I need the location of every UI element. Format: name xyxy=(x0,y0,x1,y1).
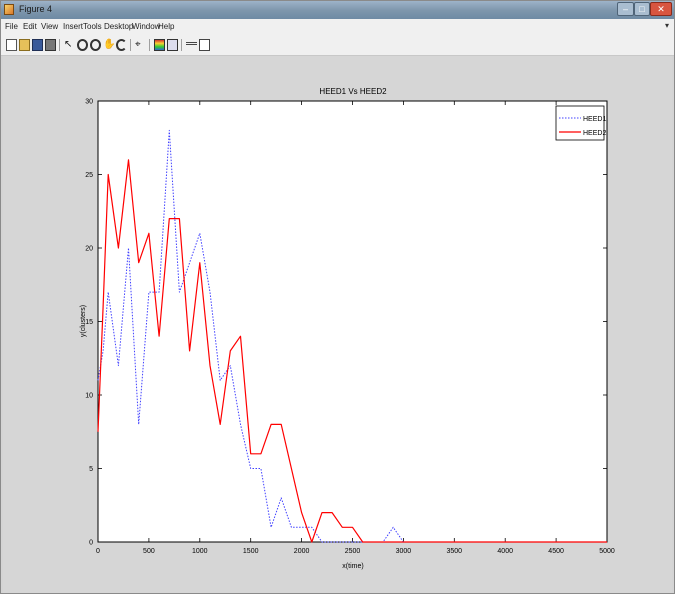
toolbar-separator xyxy=(149,39,150,51)
legend-box xyxy=(555,105,605,141)
hide-plot-tools-icon[interactable] xyxy=(186,42,197,50)
x-tick-label: 3000 xyxy=(396,548,412,555)
pointer-icon[interactable]: ↖ xyxy=(64,39,73,50)
legend-icon[interactable] xyxy=(167,39,178,51)
chart-title: HEED1 Vs HEED2 xyxy=(319,87,387,96)
menu-view[interactable]: View xyxy=(41,22,59,31)
x-tick-label: 4500 xyxy=(548,548,564,555)
menu-desktop[interactable]: Desktop xyxy=(104,22,134,31)
x-tick-label: 4000 xyxy=(497,548,513,555)
title-bar[interactable]: Figure 4 – □ ✕ xyxy=(1,1,674,19)
menu-file[interactable]: File xyxy=(5,22,18,31)
new-file-icon[interactable] xyxy=(6,39,17,51)
colorbar-icon[interactable] xyxy=(154,39,165,51)
legend-label-heed2: HEED2 xyxy=(583,130,606,137)
x-tick-label: 1000 xyxy=(192,548,208,555)
series-layer xyxy=(97,129,607,543)
x-tick-label: 2500 xyxy=(345,548,361,555)
pan-icon[interactable]: ✋ xyxy=(103,39,116,50)
matlab-figure-icon xyxy=(4,4,14,15)
menu-bar: File Edit View Insert Tools Desktop Wind… xyxy=(1,19,674,35)
figure-toolbar: ↖ ✋ ⌖ xyxy=(1,35,674,56)
open-file-icon[interactable] xyxy=(19,39,30,51)
figure-canvas: HEED1 Vs HEED2 x(time) y(clusters) 0 500 1… xyxy=(3,56,672,593)
save-icon[interactable] xyxy=(32,39,43,51)
menu-tools[interactable]: Tools xyxy=(83,22,102,31)
rotate-icon[interactable] xyxy=(116,39,127,51)
y-tick-label: 20 xyxy=(85,246,93,253)
window-title: Figure 4 xyxy=(19,4,53,14)
print-icon[interactable] xyxy=(45,39,56,51)
x-tick-label: 1500 xyxy=(243,548,259,555)
x-tick-label: 500 xyxy=(143,548,155,555)
menu-overflow-icon[interactable]: ▾ xyxy=(665,21,670,30)
series-line-heed1 xyxy=(97,129,607,543)
toolbar-separator xyxy=(59,39,60,51)
y-tick-label: 0 xyxy=(89,540,93,547)
zoom-in-icon[interactable] xyxy=(77,39,88,51)
chart-svg: HEED1 Vs HEED2 x(time) y(clusters) 0 500 1… xyxy=(80,87,615,570)
x-tick-label: 5000 xyxy=(599,548,615,555)
y-axis: 0 5 10 15 20 25 30 xyxy=(85,99,607,547)
maximize-button[interactable]: □ xyxy=(634,2,650,16)
plot-area xyxy=(97,100,608,543)
x-tick-label: 3500 xyxy=(447,548,463,555)
x-axis: 0 500 1000 1500 2000 2500 3000 3500 4000 4500 5000 xyxy=(96,101,615,555)
show-plot-tools-icon[interactable] xyxy=(199,39,210,51)
menu-insert[interactable]: Insert xyxy=(63,22,84,31)
y-tick-label: 30 xyxy=(85,99,93,106)
toolbar-separator xyxy=(181,39,182,51)
x-axis-label: x(time) xyxy=(342,563,363,570)
y-tick-label: 10 xyxy=(85,393,93,400)
zoom-out-icon[interactable] xyxy=(90,39,101,51)
legend-label-heed1: HEED1 xyxy=(583,116,606,123)
series-line-heed2 xyxy=(97,159,607,543)
minimize-button[interactable]: – xyxy=(617,2,634,16)
y-tick-label: 25 xyxy=(85,172,93,179)
close-button[interactable]: ✕ xyxy=(650,2,672,16)
legend[interactable]: HEED1 HEED2 xyxy=(555,105,606,141)
toolbar-separator xyxy=(130,39,131,51)
x-tick-label: 0 xyxy=(96,548,100,555)
x-tick-label: 2000 xyxy=(294,548,310,555)
y-tick-label: 15 xyxy=(85,319,93,326)
data-cursor-icon[interactable]: ⌖ xyxy=(135,39,141,50)
menu-window[interactable]: Window xyxy=(132,22,161,31)
y-tick-label: 5 xyxy=(89,466,93,473)
menu-edit[interactable]: Edit xyxy=(23,22,37,31)
menu-help[interactable]: Help xyxy=(158,22,175,31)
y-axis-label: y(clusters) xyxy=(80,305,87,337)
